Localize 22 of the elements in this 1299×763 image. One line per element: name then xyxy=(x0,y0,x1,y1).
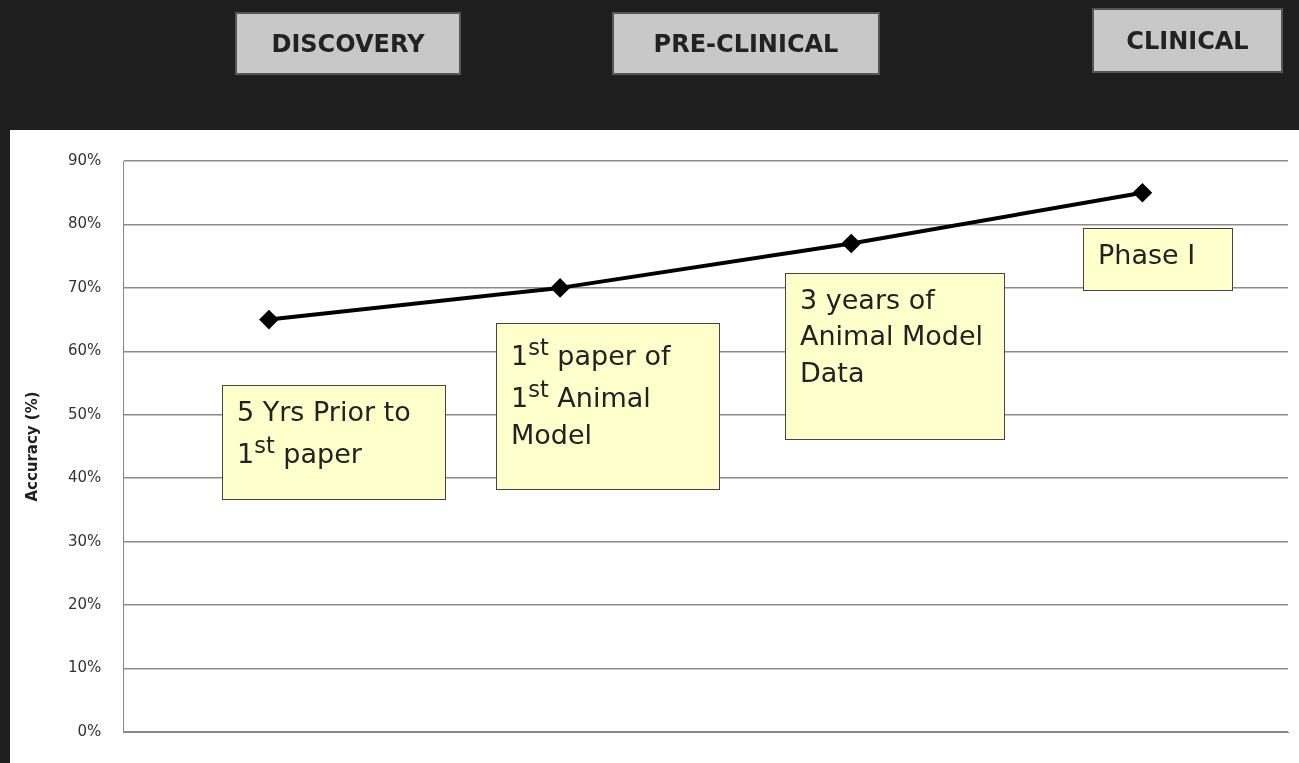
y-tick-label: 30% xyxy=(68,531,102,550)
annotation: 5 Yrs Prior to 1$^{st}$ paper xyxy=(222,385,446,500)
y-tick-label: 80% xyxy=(68,214,102,233)
annotation: 3 years of Animal Model Data xyxy=(785,273,1005,440)
y-tick-label: 50% xyxy=(68,404,102,423)
point xyxy=(1133,183,1152,202)
y-tick-label: 20% xyxy=(68,595,102,613)
y-axis-title: Accuracy (%) xyxy=(22,391,41,502)
y-tick-label: 90% xyxy=(68,150,102,169)
annotation: 1$^{st}$ paper of 1$^{st}$ Animal Model xyxy=(496,323,720,490)
y-tick-label: 0% xyxy=(77,721,102,740)
text: PRE-CLINICAL xyxy=(612,12,880,75)
annotation: Phase I xyxy=(1083,228,1233,291)
y-tick-label: 10% xyxy=(68,658,102,677)
y-tick-label: 60% xyxy=(68,341,102,360)
point xyxy=(842,234,861,253)
point xyxy=(551,278,570,297)
point xyxy=(259,310,278,329)
text: CLINICAL xyxy=(1092,8,1283,73)
y-tick-label: 70% xyxy=(68,277,102,296)
y-tick-label: 40% xyxy=(68,468,102,487)
text: DISCOVERY xyxy=(235,12,461,75)
